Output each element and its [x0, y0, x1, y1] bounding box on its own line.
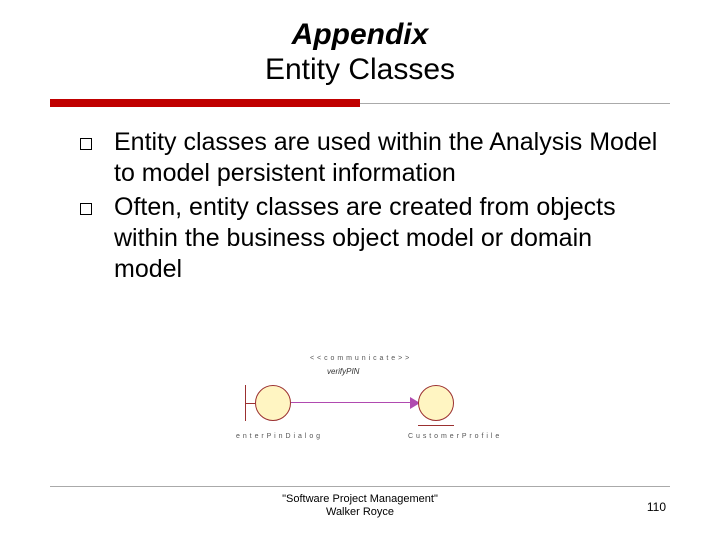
footer-author: Walker Royce	[0, 506, 720, 520]
stereotype-label: < < c o m m u n i c a t e > >	[310, 355, 410, 362]
boundary-connector	[245, 403, 255, 404]
title-line-1: Appendix	[0, 18, 720, 53]
left-node-label: e n t e r P i n D i a l o g	[236, 433, 321, 440]
bullet-square-icon	[80, 138, 92, 150]
uml-diagram: < < c o m m u n i c a t e > > verifyPIN …	[220, 355, 510, 450]
title-line-2: Entity Classes	[0, 53, 720, 88]
slide-footer: "Software Project Management" Walker Roy…	[0, 486, 720, 521]
bullet-item: Entity classes are used within the Analy…	[80, 127, 660, 190]
content-area: Entity classes are used within the Analy…	[0, 109, 720, 285]
right-node-label: C u s t o m e r P r o f i l e	[408, 433, 500, 440]
bullet-square-icon	[80, 203, 92, 215]
slide-title: Appendix Entity Classes	[0, 0, 720, 95]
footer-book-title: "Software Project Management"	[0, 493, 720, 507]
divider-accent-bar	[50, 99, 360, 107]
footer-citation: "Software Project Management" Walker Roy…	[0, 493, 720, 521]
arrow-line	[291, 402, 418, 403]
boundary-circle-icon	[255, 385, 291, 421]
message-label: verifyPIN	[327, 367, 359, 376]
page-number: 110	[647, 500, 666, 514]
bullet-item: Often, entity classes are created from o…	[80, 192, 660, 286]
entity-circle-icon	[418, 385, 454, 421]
title-divider	[0, 99, 720, 109]
footer-divider	[50, 486, 670, 487]
bullet-text: Often, entity classes are created from o…	[114, 192, 660, 286]
bullet-text: Entity classes are used within the Analy…	[114, 127, 660, 190]
entity-underline-icon	[418, 425, 454, 426]
